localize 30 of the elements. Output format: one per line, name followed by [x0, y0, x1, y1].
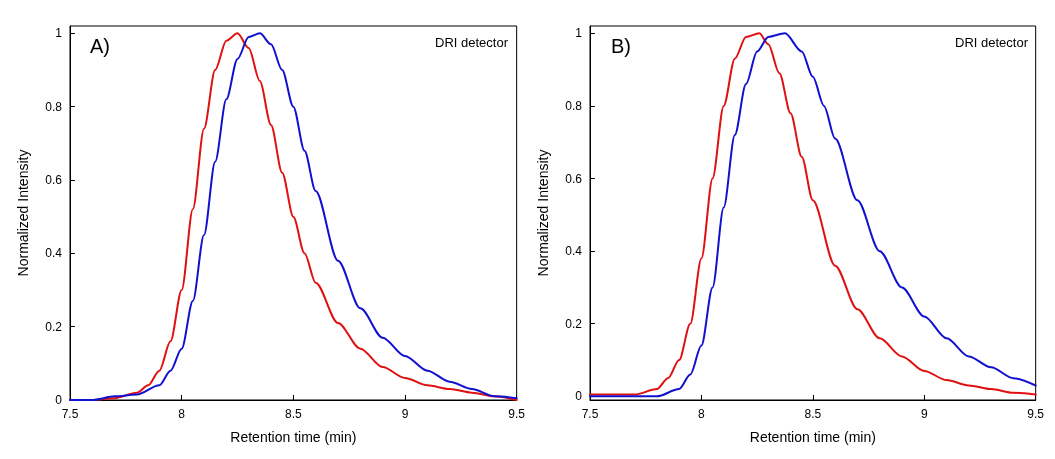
y-tick-label: 0.8 [565, 98, 583, 113]
x-tick-label: 8 [178, 407, 186, 421]
y-tick-label: 0.8 [45, 99, 63, 114]
annotation: DRI detector [435, 35, 509, 50]
y-tick-label: 1 [575, 26, 583, 41]
x-axis-title: Retention time (min) [749, 429, 876, 445]
x-tick-label: 9.5 [508, 407, 526, 421]
x-tick-label: 8.5 [804, 407, 822, 421]
y-tick-label: 0 [575, 389, 583, 404]
y-tick-label: 0.6 [45, 173, 63, 187]
y-tick-label: 1 [55, 26, 63, 41]
x-tick-label: 9.5 [1027, 407, 1045, 421]
y-tick-label: 0.6 [565, 171, 583, 186]
x-tick-label: 8 [698, 407, 706, 421]
y-tick-label: 0.4 [45, 246, 63, 261]
x-tick-label: 8.5 [284, 407, 302, 421]
y-tick-label: 0.4 [565, 244, 583, 259]
x-tick-label: 7.5 [581, 407, 599, 421]
y-tick-label: 0 [55, 393, 63, 407]
annotation: A) [90, 35, 110, 57]
x-tick-label: 9 [401, 407, 409, 421]
annotation: B) [611, 35, 631, 57]
y-axis-title: Normalized Intensity [15, 149, 31, 277]
annotation: DRI detector [955, 35, 1029, 50]
y-tick-label: 0.2 [45, 319, 63, 334]
x-tick-label: 9 [920, 407, 928, 421]
x-tick-label: 7.5 [61, 407, 79, 421]
y-tick-label: 0.2 [565, 316, 583, 331]
x-axis-title: Retention time (min) [230, 429, 357, 445]
y-axis-title: Normalized Intensity [535, 149, 551, 277]
